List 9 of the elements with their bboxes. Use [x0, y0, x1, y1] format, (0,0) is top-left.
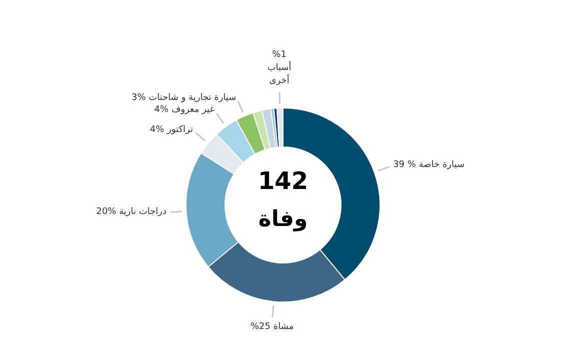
text: 142: [256, 167, 310, 195]
slice-label: مشاة 25%: [250, 322, 294, 332]
slice-label: تراكتور %4: [150, 125, 193, 136]
slice-label: %1 أسباب أخرى: [266, 49, 292, 88]
slice-label: سيارة تجارية و شاحنات %3: [132, 92, 236, 103]
slice-label: دراجات نارية %20: [96, 207, 167, 218]
slice-label: غير معروف %4: [154, 105, 214, 116]
slice-label: سيارة خاصة % 39: [393, 160, 464, 170]
text: وفاة: [257, 207, 309, 232]
